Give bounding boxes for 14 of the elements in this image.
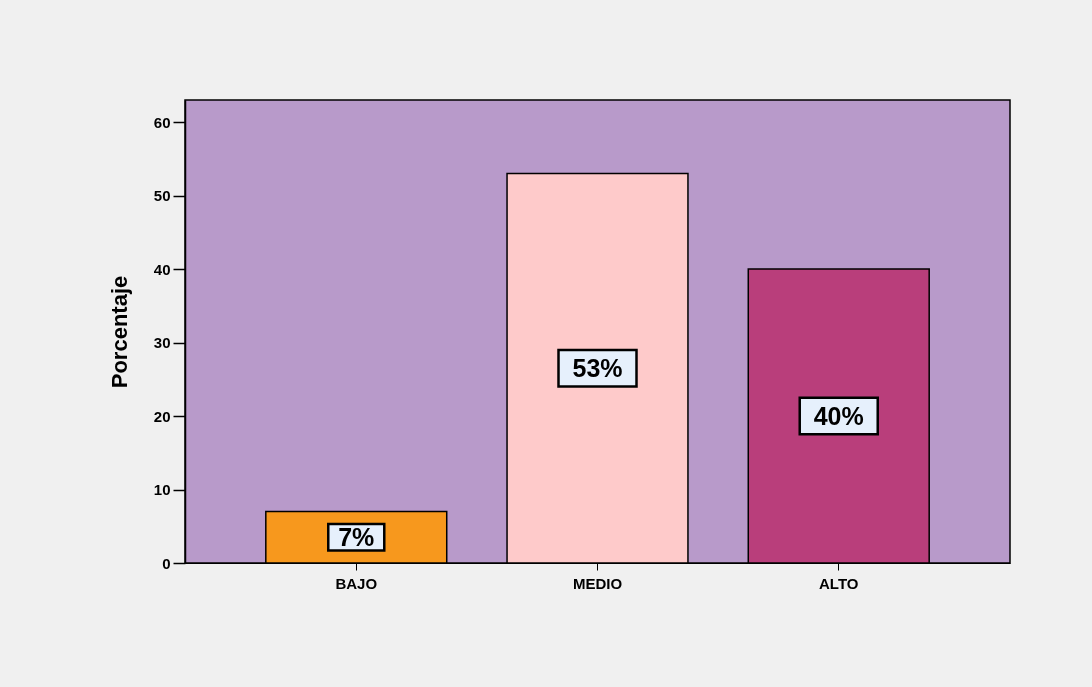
x-tick-label: BAJO xyxy=(335,574,378,592)
data-label: 40% xyxy=(813,402,864,431)
y-tick-label: 60 xyxy=(153,113,171,131)
y-tick-label: 0 xyxy=(162,554,171,572)
y-tick-label: 20 xyxy=(153,407,171,425)
y-tick-label: 40 xyxy=(153,260,171,278)
y-tick-label: 50 xyxy=(153,187,171,205)
data-label: 7% xyxy=(338,523,375,552)
x-tick-label: MEDIO xyxy=(572,574,623,592)
y-axis-title: Porcentaje xyxy=(106,275,132,389)
y-tick-label: 10 xyxy=(153,481,171,499)
x-tick-label: ALTO xyxy=(819,574,859,592)
data-label: 53% xyxy=(572,354,623,383)
y-tick-label: 30 xyxy=(153,334,171,352)
